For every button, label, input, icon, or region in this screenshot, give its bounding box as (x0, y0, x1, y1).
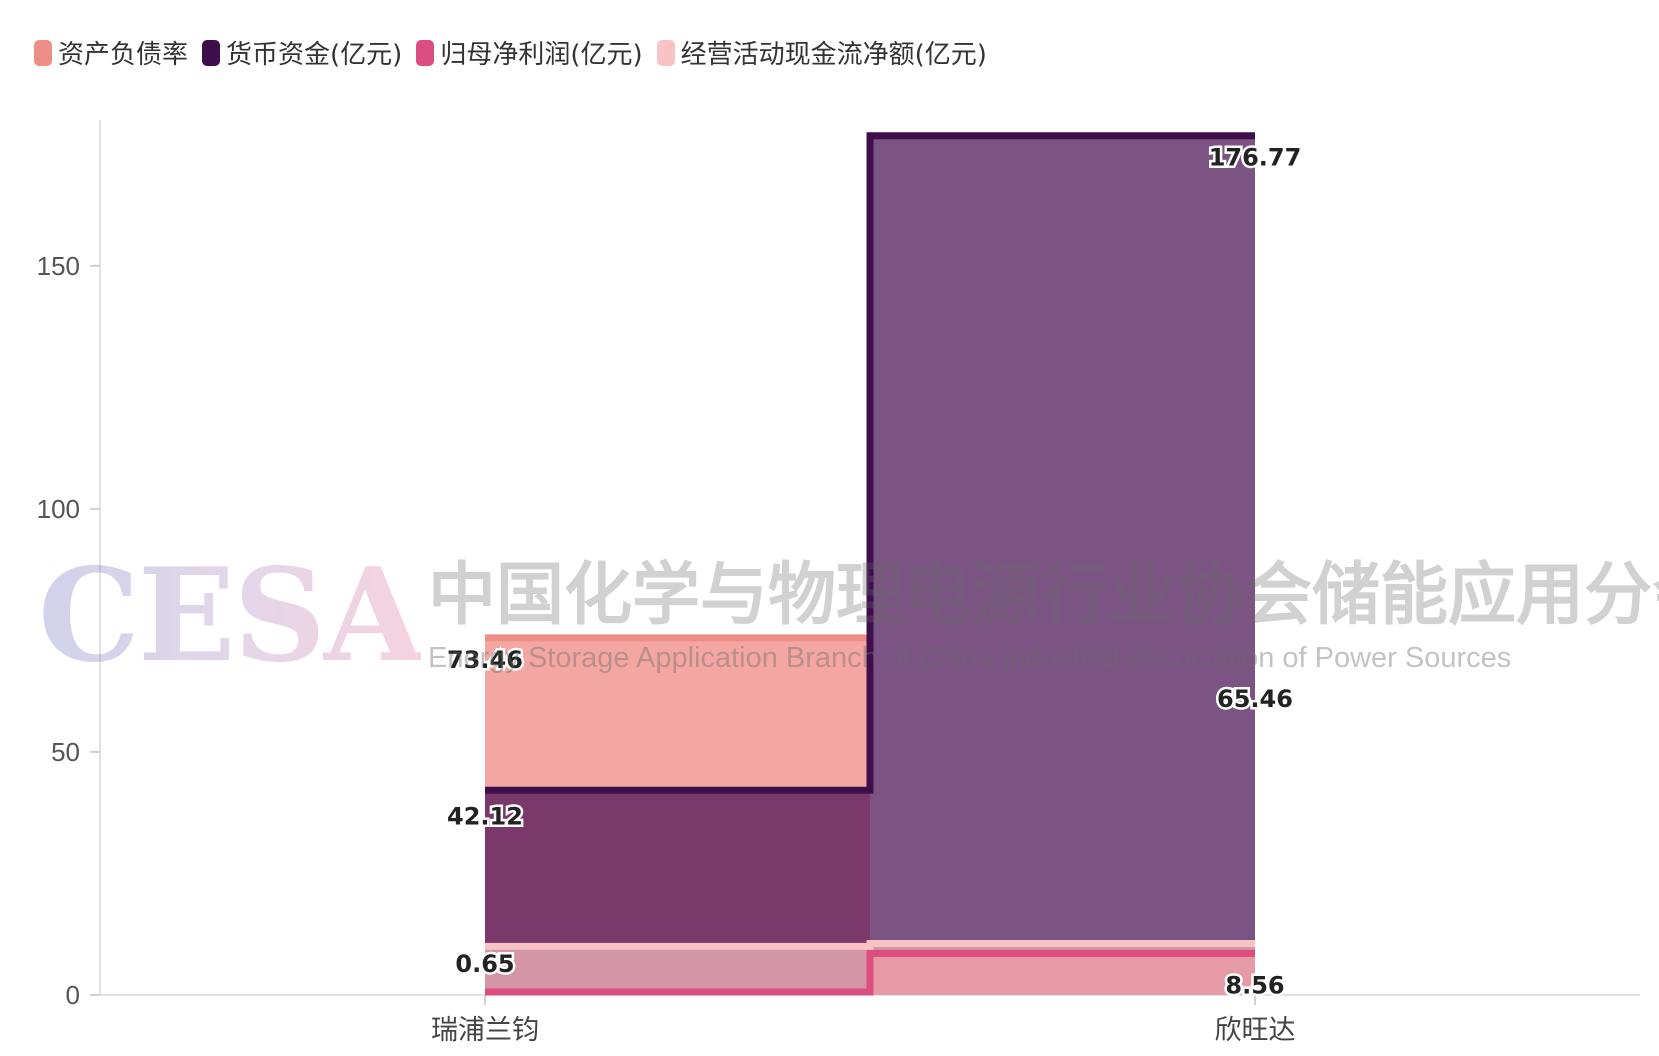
y-tick-label: 100 (37, 494, 80, 524)
legend-label: 经营活动现金流净额(亿元) (680, 40, 987, 70)
data-label: 65.46 (1217, 685, 1293, 713)
series-line-4 (485, 939, 1255, 950)
area-segment-2 (870, 135, 1255, 995)
legend-swatch (416, 39, 435, 66)
data-label: 176.77 (1209, 144, 1302, 172)
area-segment-3 (870, 953, 1255, 995)
data-label: 73.46 (447, 646, 523, 674)
legend-item-net-profit[interactable]: 归母净利润(亿元) (416, 34, 643, 71)
legend-swatch (656, 39, 675, 66)
data-label: 0.65 (455, 950, 514, 978)
legend-label: 资产负债率 (58, 40, 189, 70)
series-line-2 (485, 132, 1255, 794)
legend-item-cash[interactable]: 货币资金(亿元) (202, 34, 402, 71)
legend-label: 归母净利润(亿元) (440, 40, 643, 70)
legend-swatch (34, 39, 52, 66)
series-line-3 (485, 949, 1255, 996)
legend-item-debt-ratio[interactable]: 资产负债率 (34, 34, 188, 71)
area-segment-4 (485, 946, 870, 995)
legend-item-operating-cashflow[interactable]: 经营活动现金流净额(亿元) (656, 34, 987, 71)
data-label: 8.56 (1225, 971, 1284, 999)
y-tick-label: 150 (37, 251, 80, 281)
legend: 资产负债率 货币资金(亿元) 归母净利润(亿元) 经营活动现金流净额(亿元) (34, 34, 987, 71)
legend-swatch (202, 39, 221, 66)
y-tick-label: 0 (66, 980, 80, 1010)
legend-label: 货币资金(亿元) (226, 40, 403, 70)
x-tick-label: 瑞浦兰钧 (431, 1015, 539, 1046)
x-tick-label: 欣旺达 (1215, 1015, 1296, 1046)
y-tick-label: 50 (51, 737, 80, 767)
data-label: 42.12 (447, 802, 523, 830)
